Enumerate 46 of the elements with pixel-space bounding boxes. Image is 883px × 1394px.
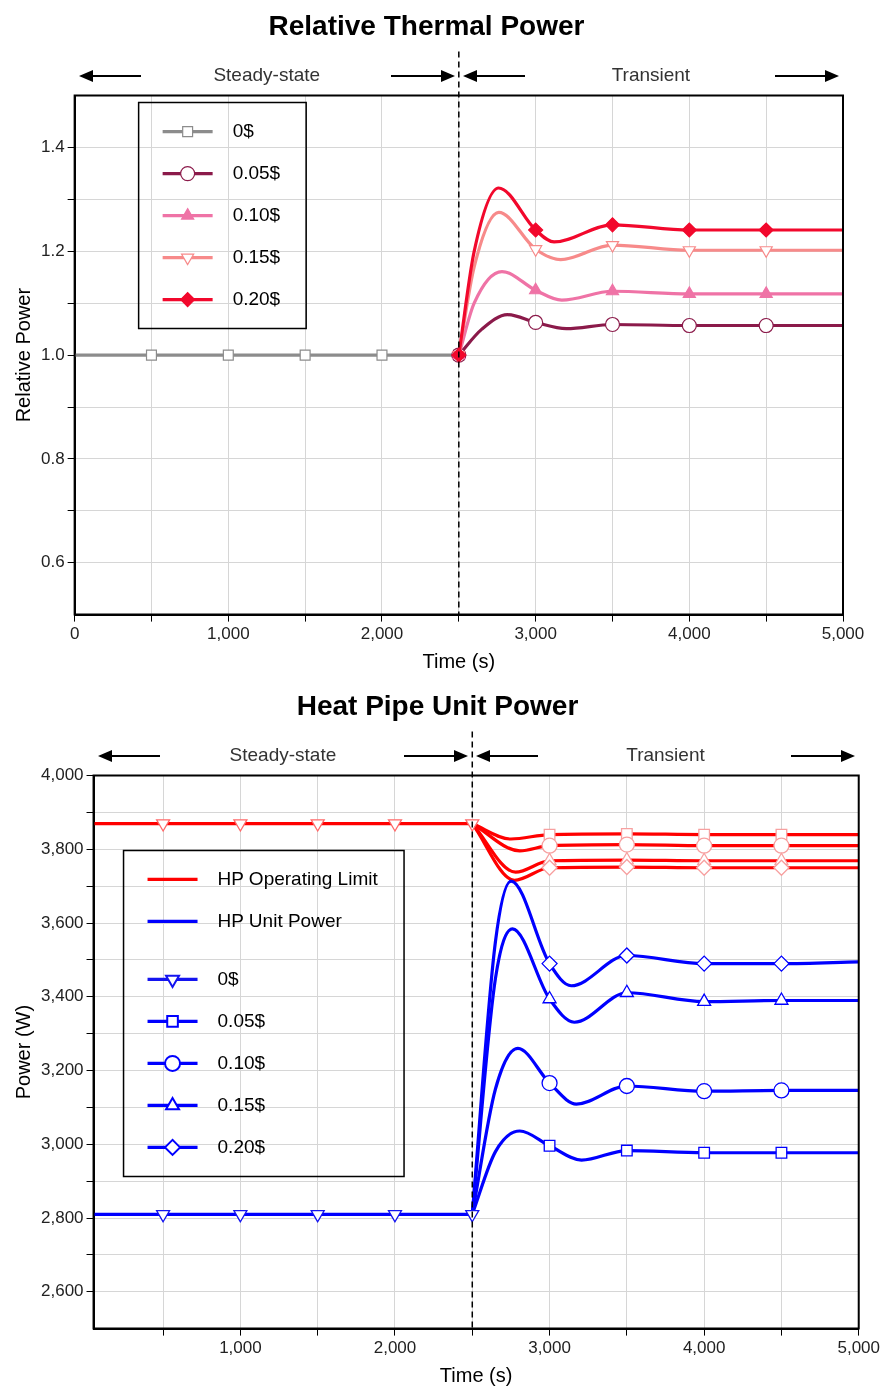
legend-label: 0.10$ (232, 203, 281, 225)
x-tick-label: 0 (69, 624, 80, 644)
x-tick-label: 5,000 (837, 1338, 880, 1358)
y-tick-label: 3,800 (40, 839, 84, 859)
y-tick-label: 4,000 (40, 765, 84, 785)
x-tick-label: 3,000 (514, 624, 557, 644)
y-tick-label: 1.0 (40, 344, 65, 364)
x-tick-label: 1,000 (207, 624, 250, 644)
legend-label: 0.10$ (217, 1051, 266, 1073)
x-tick-label: 5,000 (821, 624, 865, 644)
y-tick-label: 1.2 (40, 240, 65, 260)
x-tick-label: 2,000 (360, 624, 404, 644)
y-axis-title: Power (W) (11, 1004, 34, 1100)
y-tick-label: 1.4 (40, 137, 65, 157)
y-tick-label: 0.6 (40, 552, 65, 572)
y-axis-title: Relative Power (11, 287, 34, 423)
x-tick-label: 1,000 (219, 1338, 262, 1358)
legend-label: HP Operating Limit (217, 867, 379, 889)
legend-label: 0.05$ (217, 1009, 266, 1031)
x-tick-label: 2,000 (373, 1338, 417, 1358)
text: Transient (626, 743, 706, 765)
y-tick-label: 3,000 (40, 1133, 84, 1153)
chart-title: Relative Thermal Power (268, 9, 585, 41)
chart-title: Heat Pipe Unit Power (296, 689, 579, 721)
y-tick-label: 2,600 (40, 1281, 84, 1301)
legend-label: 0.15$ (217, 1093, 266, 1115)
y-tick-label: 3,400 (40, 986, 84, 1006)
legend-label: 0.20$ (217, 1135, 266, 1157)
y-tick-label: 3,200 (40, 1060, 84, 1080)
text: Steady-state (229, 743, 337, 765)
text: Transient (611, 63, 691, 85)
legend-label: HP Unit Power (217, 909, 343, 931)
y-tick-label: 3,600 (40, 912, 84, 932)
x-axis-title: Time (s) (439, 1363, 513, 1386)
legend-label: 0.05$ (232, 161, 281, 183)
x-tick-label: 4,000 (682, 1338, 726, 1358)
x-axis-title: Time (s) (422, 649, 496, 672)
x-tick-label: 3,000 (528, 1338, 571, 1358)
legend-label: 0$ (232, 119, 255, 141)
legend-label: 0.20$ (232, 287, 281, 309)
y-tick-label: 0.8 (40, 448, 65, 468)
x-tick-label: 4,000 (668, 624, 711, 644)
text: Steady-state (213, 63, 321, 85)
y-tick-label: 2,800 (40, 1207, 84, 1227)
legend-label: 0.15$ (232, 245, 281, 267)
legend-label: 0$ (217, 967, 240, 989)
